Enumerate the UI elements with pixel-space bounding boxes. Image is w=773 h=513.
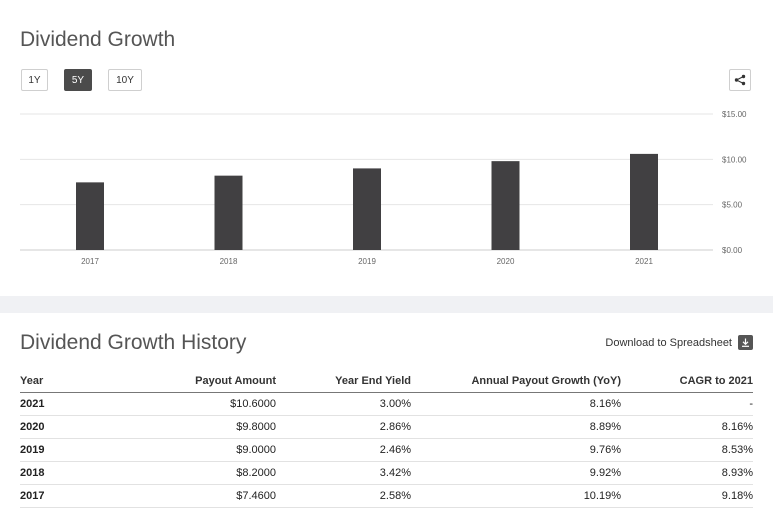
column-header-year[interactable]: Year [20,370,160,393]
cell-cagr: 8.53% [621,438,753,462]
x-tick-label: 2017 [81,257,99,266]
section-divider [0,296,773,313]
table-header-row: Year Payout Amount Year End Yield Annual… [20,370,753,393]
x-tick-label: 2021 [635,257,653,266]
history-title: Dividend Growth History [20,331,247,354]
range-button-10y[interactable]: 10Y [108,69,142,91]
download-label: Download to Spreadsheet [605,336,732,349]
x-tick-label: 2019 [358,257,376,266]
cell-year-end-yield: 3.00% [276,392,411,416]
cell-payout-amount: $10.6000 [160,392,276,416]
dividend-bar-chart: $0.00 $5.00 $10.00 $15.00 2017 2018 2019 2020 20… [20,110,747,266]
cell-year-end-yield: 2.46% [276,438,411,462]
table-row: 2017 $7.4600 2.58% 10.19% 9.18% [20,484,753,508]
bar-2020[interactable] [491,161,520,250]
range-button-5y[interactable]: 5Y [64,69,92,91]
column-header-cagr[interactable]: CAGR to 2021 [621,370,753,393]
bar-2017[interactable] [76,182,104,250]
table-row: 2019 $9.0000 2.46% 9.76% 8.53% [20,438,753,462]
table-row: 2021 $10.6000 3.00% 8.16% - [20,392,753,416]
share-icon [734,74,746,86]
column-header-year-end-yield[interactable]: Year End Yield [276,370,411,393]
bar-2021[interactable] [630,153,658,250]
cell-year: 2017 [20,484,160,508]
dividend-history-table: Year Payout Amount Year End Yield Annual… [20,370,753,508]
x-tick-label: 2020 [497,257,515,266]
cell-cagr: - [621,392,753,416]
cell-payout-amount: $7.4600 [160,484,276,508]
cell-annual-growth: 9.76% [411,438,621,462]
cell-payout-amount: $9.0000 [160,438,276,462]
y-tick-label: $5.00 [722,201,743,210]
cell-payout-amount: $9.8000 [160,415,276,439]
cell-cagr: 9.18% [621,484,753,508]
download-spreadsheet-link[interactable]: Download to Spreadsheet [605,335,753,350]
y-tick-label: $0.00 [722,246,743,255]
share-button[interactable] [729,69,751,91]
cell-year-end-yield: 3.42% [276,461,411,485]
bar-2019[interactable] [353,168,381,250]
cell-year: 2019 [20,438,160,462]
cell-year-end-yield: 2.58% [276,484,411,508]
table-row: 2020 $9.8000 2.86% 8.89% 8.16% [20,415,753,439]
cell-year-end-yield: 2.86% [276,415,411,439]
column-header-annual-payout-growth[interactable]: Annual Payout Growth (YoY) [411,370,621,393]
cell-cagr: 8.16% [621,415,753,439]
range-button-1y[interactable]: 1Y [21,69,48,91]
x-tick-label: 2018 [220,257,238,266]
cell-year: 2020 [20,415,160,439]
download-icon [738,335,753,350]
cell-annual-growth: 9.92% [411,461,621,485]
cell-annual-growth: 10.19% [411,484,621,508]
cell-year: 2018 [20,461,160,485]
cell-annual-growth: 8.89% [411,415,621,439]
table-row: 2018 $8.2000 3.42% 9.92% 8.93% [20,461,753,485]
column-header-payout-amount[interactable]: Payout Amount [160,370,276,393]
bar-2018[interactable] [214,175,243,250]
cell-cagr: 8.93% [621,461,753,485]
y-tick-label: $15.00 [722,110,747,119]
cell-year: 2021 [20,392,160,416]
cell-payout-amount: $8.2000 [160,461,276,485]
page-title: Dividend Growth [20,28,176,51]
y-tick-label: $10.00 [722,155,747,164]
cell-annual-growth: 8.16% [411,392,621,416]
